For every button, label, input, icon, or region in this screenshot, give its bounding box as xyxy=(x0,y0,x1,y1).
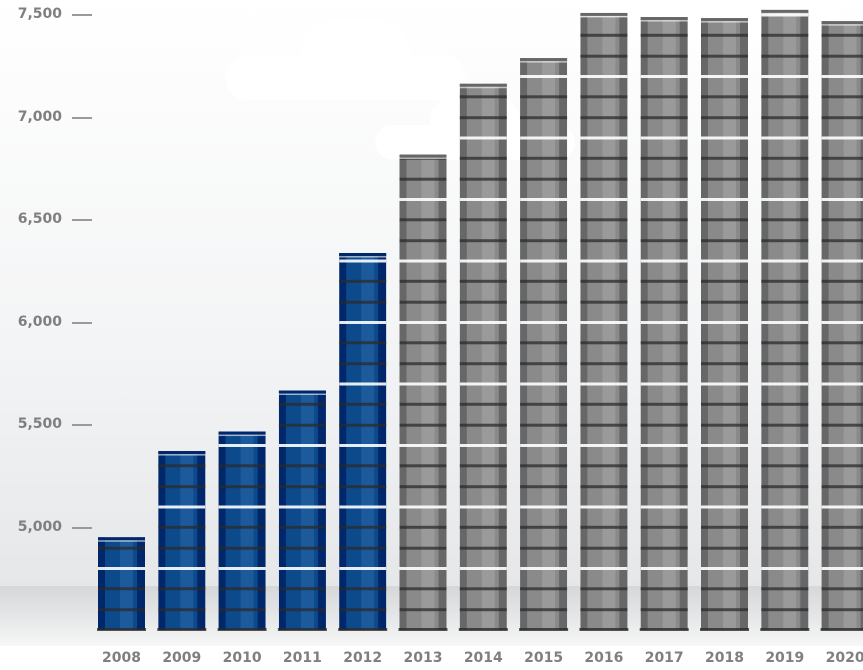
x-tick-label: 2009 xyxy=(162,650,202,666)
bar-2016 xyxy=(579,12,629,631)
y-tick-label: 5,000 xyxy=(17,519,62,535)
y-tick-mark xyxy=(72,14,92,16)
bar-2008 xyxy=(97,537,146,631)
x-tick-label: 2019 xyxy=(765,650,805,666)
y-tick-mark xyxy=(72,527,92,529)
bar-2020 xyxy=(820,21,863,631)
x-tick-label: 2010 xyxy=(222,650,262,666)
x-tick-label: 2014 xyxy=(463,650,503,666)
y-tick-mark xyxy=(72,424,92,427)
y-tick-mark xyxy=(72,116,92,119)
bar-2014 xyxy=(458,83,508,631)
bar-2012 xyxy=(338,253,388,631)
bar-2017 xyxy=(639,17,689,631)
x-tick-label: 2012 xyxy=(343,650,383,666)
y-tick-label: 6,500 xyxy=(17,211,62,228)
y-tick-label: 6,000 xyxy=(17,313,62,330)
y-tick-label: 5,500 xyxy=(17,416,62,433)
bar-2009 xyxy=(157,451,207,631)
bar-2011 xyxy=(277,390,327,631)
x-tick-label: 2018 xyxy=(705,650,744,666)
bar-2010 xyxy=(217,431,267,631)
y-tick-label: 7,500 xyxy=(17,6,62,22)
bar-2018 xyxy=(700,18,749,631)
bar-2015 xyxy=(519,58,569,631)
y-tick-label: 7,000 xyxy=(17,108,62,125)
x-tick-label: 2015 xyxy=(524,650,564,666)
y-tick-mark xyxy=(72,219,92,222)
x-tick-label: 2016 xyxy=(584,650,624,666)
x-tick-label: 2013 xyxy=(403,650,443,666)
cloud-shape xyxy=(300,20,410,90)
y-tick-mark xyxy=(72,321,92,324)
x-tick-label: 2008 xyxy=(102,650,141,666)
bar-2013 xyxy=(398,154,448,631)
x-tick-label: 2020 xyxy=(825,650,863,666)
x-tick-label: 2011 xyxy=(282,650,322,666)
bar-2019 xyxy=(760,9,810,631)
x-tick-label: 2017 xyxy=(644,650,684,666)
